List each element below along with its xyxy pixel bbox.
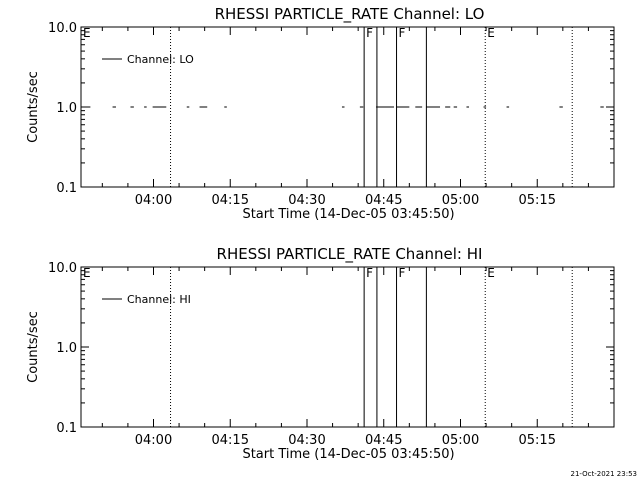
y-tick-label: 0.1 [56, 181, 77, 196]
footer-timestamp: 21-Oct-2021 23:53 [571, 470, 637, 478]
plot-frame [80, 266, 615, 428]
x-axis-label: Start Time (14-Dec-05 03:45:50) [242, 447, 454, 462]
x-tick-label: 04:00 [135, 433, 172, 448]
x-tick-label: 04:15 [212, 193, 249, 208]
x-tick-label: 05:15 [519, 433, 556, 448]
y-tick-label: 1.0 [56, 341, 77, 356]
marker-label: E [83, 266, 91, 280]
y-tick-label: 0.1 [56, 421, 77, 436]
marker-label: F [366, 266, 373, 280]
x-tick-label: 04:30 [288, 433, 325, 448]
marker-label: F [399, 266, 406, 280]
y-tick-label: 1.0 [56, 101, 77, 116]
chart-title: RHESSI PARTICLE_RATE Channel: HI [217, 245, 483, 264]
legend-label: Channel: LO [127, 53, 194, 66]
x-axis-label: Start Time (14-Dec-05 03:45:50) [242, 207, 454, 222]
legend-label: Channel: HI [127, 293, 191, 306]
y-axis-label: Counts/sec [26, 311, 41, 383]
marker-label: F [366, 26, 373, 40]
lo-channel-panel: RHESSI PARTICLE_RATE Channel: LO 0.1 1.0 10… [26, 5, 615, 222]
x-tick-label: 05:00 [442, 433, 479, 448]
x-tick-label: 04:45 [365, 433, 402, 448]
x-tick-label: 05:00 [442, 193, 479, 208]
x-tick-label: 04:30 [288, 193, 325, 208]
hi-channel-panel: RHESSI PARTICLE_RATE Channel: HI 0.1 1.0 10… [26, 245, 615, 462]
y-axis-label: Counts/sec [26, 71, 41, 143]
x-tick-label: 04:15 [212, 433, 249, 448]
y-tick-label: 10.0 [48, 21, 77, 36]
marker-label: F [399, 26, 406, 40]
x-tick-label: 04:00 [135, 193, 172, 208]
y-tick-label: 10.0 [48, 261, 77, 276]
x-tick-label: 05:15 [519, 193, 556, 208]
marker-label: E [487, 26, 495, 40]
marker-label: E [83, 26, 91, 40]
x-tick-label: 04:45 [365, 193, 402, 208]
marker-label: E [487, 266, 495, 280]
chart-title: RHESSI PARTICLE_RATE Channel: LO [215, 5, 485, 24]
